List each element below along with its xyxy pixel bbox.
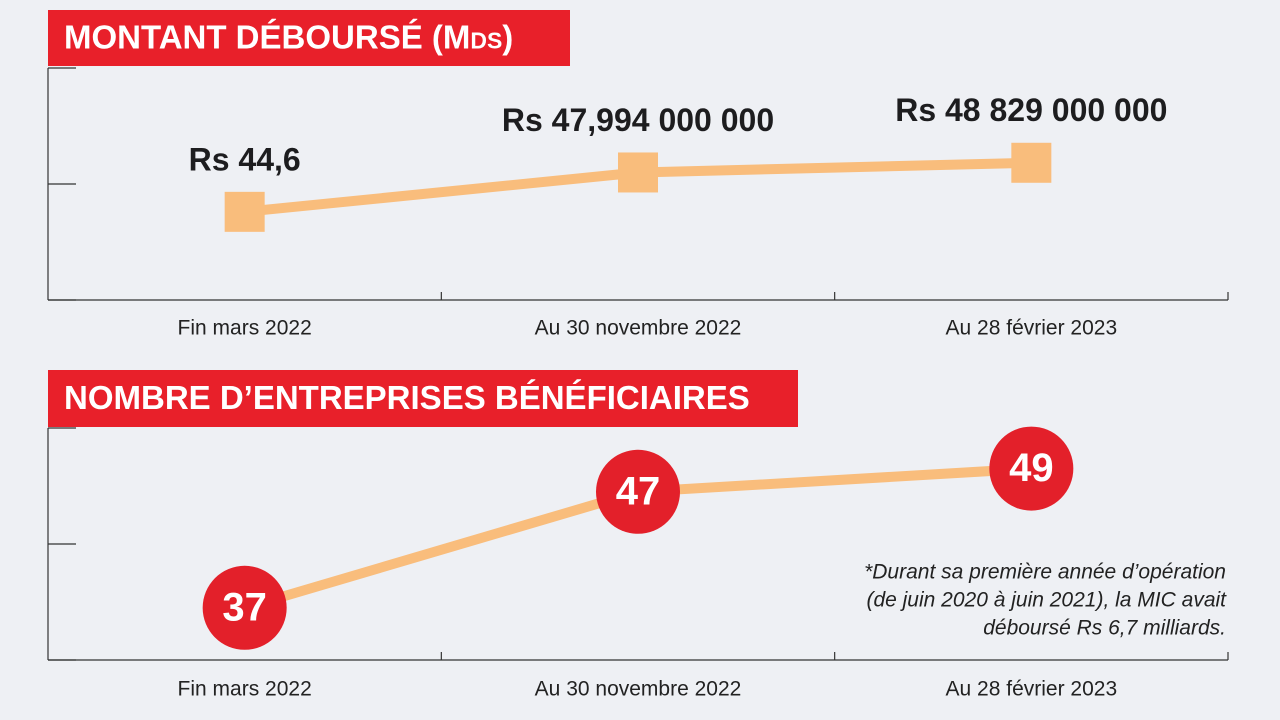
value-label: 49	[1009, 446, 1054, 490]
marker	[1011, 142, 1052, 183]
title-box	[48, 10, 570, 66]
x-tick-label: Fin mars 2022	[178, 678, 312, 701]
chart-title: MONTANT DÉBOURSÉ (Mds)	[64, 19, 513, 56]
title-box	[48, 370, 798, 427]
value-label: 37	[222, 585, 267, 629]
annotation: (de juin 2020 à juin 2021), la MIC avait	[866, 589, 1227, 612]
marker	[224, 191, 265, 232]
chart-title: NOMBRE D’ENTREPRISES BÉNÉFICIAIRES	[64, 379, 750, 416]
x-tick-label: Au 28 février 2023	[946, 678, 1118, 701]
marker	[618, 152, 658, 193]
value-label: Rs 44,6	[189, 141, 301, 177]
x-tick-label: Fin mars 2022	[178, 317, 312, 340]
x-tick-label: Au 30 novembre 2022	[535, 678, 742, 701]
x-tick-label: Au 28 février 2023	[946, 317, 1118, 340]
marker	[989, 426, 1074, 511]
annotation: *Durant sa première année d’opération	[864, 561, 1226, 584]
marker	[596, 449, 680, 534]
value-label: Rs 48 829 000 000	[895, 92, 1167, 128]
marker	[202, 565, 287, 650]
value-label: Rs 47,994 000 000	[502, 102, 774, 138]
annotation: déboursé Rs 6,7 milliards.	[983, 617, 1226, 640]
x-tick-label: Au 30 novembre 2022	[535, 317, 742, 340]
value-label: 47	[616, 469, 661, 513]
